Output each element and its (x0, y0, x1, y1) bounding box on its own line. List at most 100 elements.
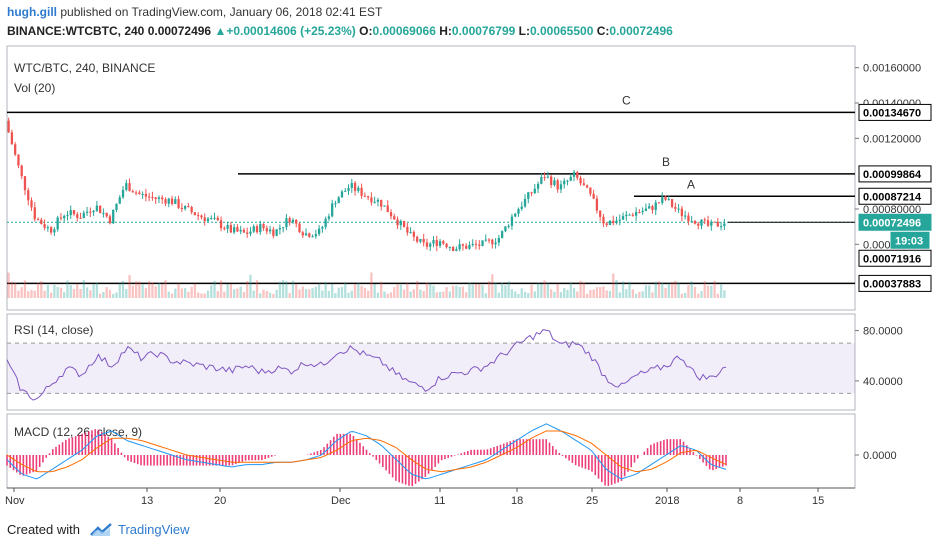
volume-bar (432, 285, 435, 298)
candle-body (425, 242, 429, 247)
low-value: 0.00065500 (529, 24, 594, 38)
volume-label: Vol (20) (14, 81, 55, 95)
volume-bar (203, 293, 206, 298)
candle-body (14, 144, 17, 155)
candle-body (167, 198, 170, 204)
volume-bar (396, 284, 399, 298)
candle-body (412, 231, 416, 237)
candle-body (229, 225, 233, 233)
candle-body (536, 183, 540, 189)
volume-bar (500, 282, 504, 298)
candle-body (278, 227, 282, 230)
candle-body (49, 227, 53, 233)
candle-body (599, 210, 602, 217)
candle-body (373, 201, 376, 203)
candle-body (592, 193, 595, 199)
candle-body (340, 191, 344, 198)
candle-body (210, 217, 213, 219)
candle-body (308, 233, 311, 237)
candle-body (605, 223, 608, 225)
volume-bar (246, 281, 249, 298)
candle-body (102, 212, 105, 214)
volume-bar (344, 282, 347, 298)
volume-bar (53, 284, 56, 298)
volume-bar (667, 283, 670, 298)
candle-body (89, 211, 92, 213)
volume-bar (536, 283, 540, 298)
candle-body (334, 203, 337, 205)
annotation-label: C (622, 93, 631, 107)
candle-body (386, 205, 389, 213)
macd-line (6, 423, 727, 480)
candle-body (298, 223, 301, 233)
candle-body (236, 227, 239, 232)
volume-bar (389, 292, 393, 298)
volume-bar (628, 281, 631, 298)
candle-body (500, 231, 504, 238)
candle-body (66, 215, 69, 217)
candle-body (651, 206, 654, 211)
volume-bar (402, 289, 406, 298)
x-tick-label: 2018 (655, 495, 679, 507)
candle-body (285, 218, 288, 228)
volume-bar (478, 284, 481, 298)
candle-body (409, 231, 412, 233)
candle-body (442, 241, 445, 244)
candle-body (249, 231, 252, 234)
change-value: +0.00014606 (+25.23%) (226, 24, 356, 38)
candle-body (422, 239, 425, 243)
candle-body (504, 226, 507, 232)
price-label: 0.00037883 (863, 278, 921, 290)
candle-body (115, 203, 118, 210)
candle-body (380, 199, 383, 207)
created-with-text: Created with (7, 522, 80, 537)
volume-bar (517, 293, 520, 298)
volume-bar (350, 290, 353, 298)
candle-body (125, 183, 128, 190)
volume-bar (703, 281, 706, 298)
volume-bar (468, 282, 471, 298)
candle-body (344, 190, 347, 192)
candle-body (576, 172, 579, 178)
volume-bar (82, 280, 85, 298)
candle-body (92, 210, 95, 213)
volume-bar (193, 283, 197, 298)
publish-header: hugh.gill published on TradingView.com, … (7, 5, 382, 19)
candle-body (295, 219, 298, 224)
candle-body (716, 222, 719, 227)
volume-bar (412, 289, 416, 298)
volume-bar (445, 287, 448, 298)
candle-body (311, 236, 314, 238)
candle-body (105, 212, 108, 217)
candle-body (556, 180, 559, 190)
volume-bar (259, 293, 262, 298)
volume-bar (298, 289, 301, 298)
candle-body (471, 243, 474, 245)
rsi-line (6, 329, 727, 401)
candle-body (684, 215, 687, 217)
candle-body (628, 214, 631, 216)
volume-bar (566, 289, 569, 298)
author-link[interactable]: hugh.gill (7, 5, 57, 19)
chart-canvas[interactable]: 0.001600000.001400000.001200000.00080000… (0, 0, 932, 515)
candle-body (438, 241, 442, 246)
price-label: 19:03 (895, 235, 923, 247)
volume-bar (72, 288, 76, 298)
volume-bar (693, 286, 697, 298)
volume-bar (559, 292, 563, 298)
volume-bar (530, 285, 533, 298)
volume-bar (295, 284, 298, 298)
candle-body (317, 228, 321, 235)
volume-bar (697, 293, 700, 298)
volume-bar (102, 291, 105, 298)
tradingview-link[interactable]: TradingView (117, 522, 190, 537)
candle-body (514, 213, 517, 217)
price-label-box (858, 274, 932, 292)
volume-bar (210, 285, 213, 298)
candle-body (527, 192, 530, 199)
candle-body (667, 199, 670, 201)
price-label: 0.00087214 (863, 191, 922, 203)
candle-body (46, 227, 49, 229)
volume-bar (128, 275, 131, 298)
volume-bar (308, 289, 311, 298)
